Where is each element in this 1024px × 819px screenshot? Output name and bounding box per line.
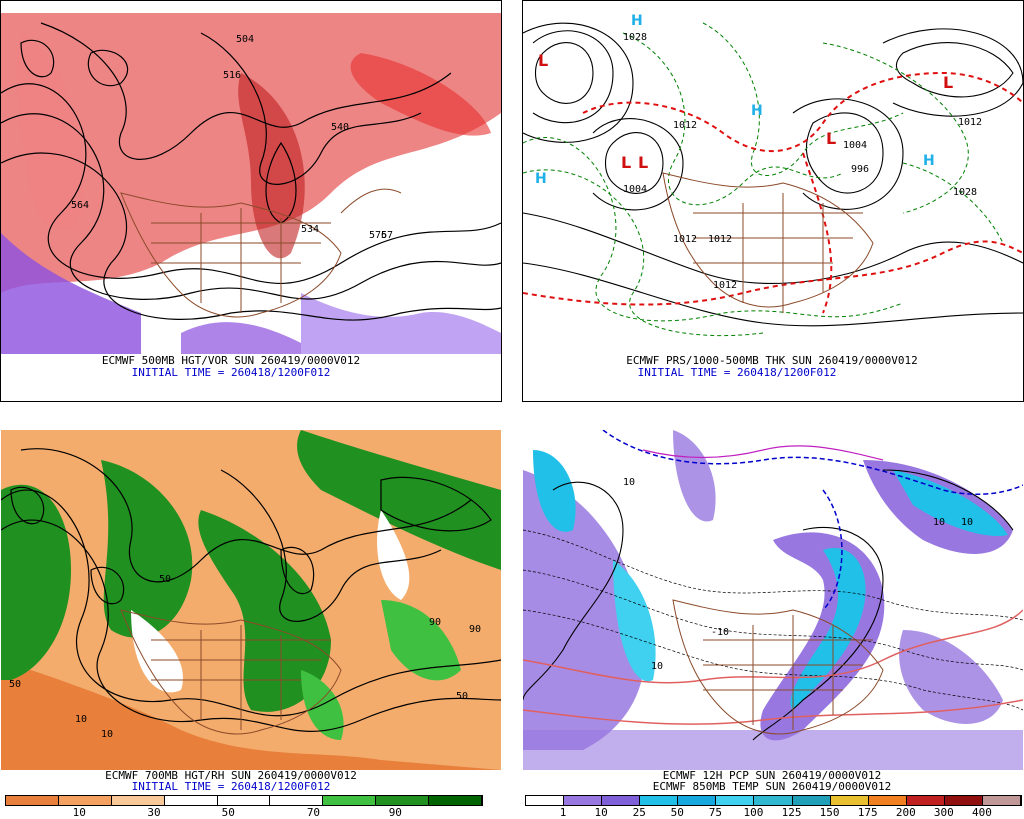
colorbar-tick-label: 300	[933, 806, 954, 819]
colorbar-segment	[564, 796, 603, 805]
temperature-contour-label: 10	[651, 661, 664, 672]
colorbar-segment	[376, 796, 430, 805]
contour-label: 540	[331, 122, 350, 133]
temperature-contour-label: -10	[711, 627, 730, 638]
map-precip-temperature: 10 10 10 -10 10	[523, 430, 1023, 770]
colorbar-segment	[270, 796, 324, 805]
panel-500mb-height-vorticity: 57 504 516 540 564 576 534 ECMWF 500MB H…	[0, 0, 512, 402]
colorbar-tick-label: 50	[221, 806, 235, 819]
temperature-contour-label: 10	[933, 517, 946, 528]
panel-700mb-height-rh: 50 90 10 50 90 10 50 ECMWF 700MB HGT/RH …	[0, 430, 512, 819]
rh-contour-label: 10	[75, 714, 88, 725]
colorbar-segment	[792, 796, 831, 805]
isobar-label: 1012	[713, 280, 738, 291]
panel-caption-title: ECMWF 500MB HGT/VOR SUN 260419/0000V012	[101, 354, 361, 367]
colorbar-tick-label: 75	[708, 806, 722, 819]
isobar-label: 1012	[708, 234, 733, 245]
low-pressure-symbol: L	[826, 129, 837, 148]
isobar-label: 996	[851, 164, 870, 175]
colorbar-tick-label: 50	[670, 806, 684, 819]
colorbar-tick-label: 200	[895, 806, 916, 819]
isobar-label: 1028	[623, 32, 648, 43]
panel-caption-initial-time: INITIAL TIME = 260418/1200F012	[131, 780, 331, 793]
colorbar-segment	[217, 796, 271, 805]
rh-colorbar-ticks: 10 30 50 70 90	[5, 807, 481, 819]
contour-label: 534	[301, 224, 320, 235]
map-700mb-rh: 50 90 10 50 90 10 50	[1, 430, 501, 770]
colorbar-tick-label: 25	[632, 806, 646, 819]
contour-label: 516	[223, 70, 242, 81]
colorbar-segment	[754, 796, 793, 805]
rh-colorbar	[5, 795, 483, 806]
panel-caption-title: ECMWF 700MB HGT/RH SUN 260419/0000V012	[105, 769, 357, 782]
isobar-label: 1004	[843, 140, 868, 151]
colorbar-segment	[868, 796, 907, 805]
svg-text:57: 57	[381, 230, 393, 241]
colorbar-tick-label: 100	[743, 806, 764, 819]
colorbar-segment	[982, 796, 1021, 805]
high-pressure-symbol: H	[923, 153, 935, 169]
rh-contour-label: 50	[9, 679, 22, 690]
panel-pressure-thickness: 1028 1012 1004 996 1012 1012 1028 1012 1…	[522, 0, 1024, 402]
colorbar-segment	[602, 796, 641, 805]
colorbar-tick-label: 70	[306, 806, 321, 819]
colorbar-segment	[716, 796, 755, 805]
colorbar-segment	[6, 796, 59, 805]
colorbar-segment	[323, 796, 377, 805]
rh-contour-label: 90	[429, 617, 442, 628]
colorbar-tick-label: 175	[857, 806, 878, 819]
colorbar-segment	[906, 796, 945, 805]
colorbar-segment	[164, 796, 218, 805]
rh-contour-label: 50	[159, 574, 172, 585]
colorbar-tick-label: 30	[147, 806, 161, 819]
rh-contour-label: 10	[101, 729, 114, 740]
colorbar-segment	[429, 796, 482, 805]
colorbar-tick-label: 150	[819, 806, 840, 819]
rh-contour-label: 50	[456, 691, 469, 702]
low-pressure-symbol: L	[621, 153, 632, 172]
high-pressure-symbol: H	[535, 171, 547, 187]
contour-label: 504	[236, 34, 255, 45]
colorbar-tick-label: 90	[388, 806, 402, 819]
map-pressure-thickness: 1028 1012 1004 996 1012 1012 1028 1012 1…	[523, 13, 1023, 354]
temperature-contour-label: 10	[623, 477, 636, 488]
precip-colorbar-ticks: 1 10 25 50 75 100 125 150 175 200 300 400	[525, 807, 1020, 819]
map-500mb-vorticity: 57 504 516 540 564 576 534	[1, 13, 501, 354]
colorbar-segment	[111, 796, 165, 805]
isobar-label: 1012	[673, 120, 698, 131]
colorbar-segment	[944, 796, 983, 805]
panel-caption-title: ECMWF 12H PCP SUN 260419/0000V012	[662, 769, 882, 782]
contour-label: 564	[71, 200, 90, 211]
colorbar-tick-label: 1	[559, 806, 567, 819]
colorbar-segment	[526, 796, 565, 805]
contour-label: 576	[369, 230, 388, 241]
panel-caption-subtitle: ECMWF 850MB TEMP SUN 260419/0000V012	[652, 780, 892, 793]
colorbar-tick-label: 400	[971, 806, 992, 819]
panel-caption-initial-time: INITIAL TIME = 260418/1200F012	[637, 366, 837, 379]
colorbar-segment	[58, 796, 112, 805]
colorbar-tick-label: 10	[594, 806, 608, 819]
panel-caption-initial-time: INITIAL TIME = 260418/1200F012	[131, 366, 331, 379]
isobar-label: 1012	[958, 117, 983, 128]
panel-precip-850mb-temp: 10 10 10 -10 10 ECMWF 12H PCP SUN 260419…	[522, 430, 1024, 819]
low-pressure-symbol: L	[943, 73, 954, 92]
colorbar-segment	[830, 796, 869, 805]
panel-caption-title: ECMWF PRS/1000-500MB THK SUN 260419/0000…	[626, 354, 918, 367]
high-pressure-symbol: H	[751, 103, 763, 119]
rh-contour-label: 90	[469, 624, 482, 635]
isobar-label: 1012	[673, 234, 698, 245]
colorbar-segment	[640, 796, 679, 805]
colorbar-segment	[678, 796, 717, 805]
precip-colorbar	[525, 795, 1022, 806]
colorbar-tick-label: 125	[781, 806, 802, 819]
high-pressure-symbol: H	[631, 13, 643, 29]
low-pressure-symbol: L	[538, 51, 549, 70]
low-pressure-symbol: L	[638, 153, 649, 172]
colorbar-tick-label: 10	[72, 806, 86, 819]
isobar-label: 1004	[623, 184, 648, 195]
isobar-label: 1028	[953, 187, 978, 198]
temperature-contour-label: 10	[961, 517, 974, 528]
